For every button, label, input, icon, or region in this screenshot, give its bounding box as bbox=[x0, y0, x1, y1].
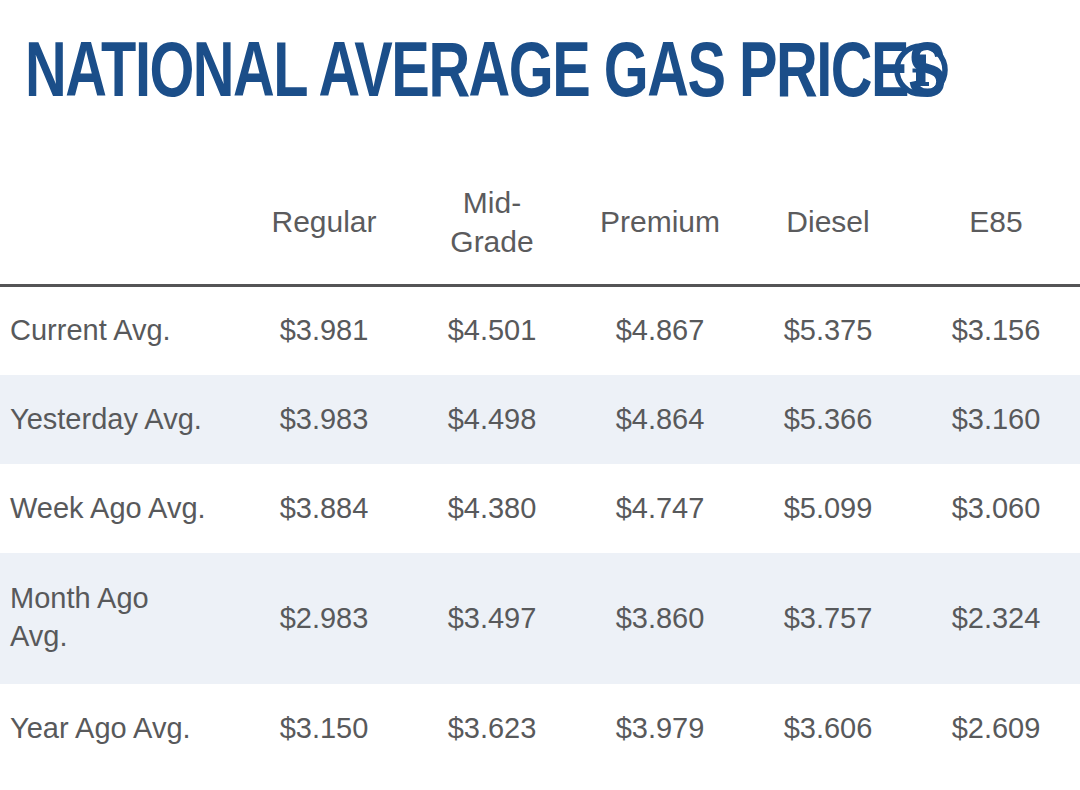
row-label: Month Ago Avg. bbox=[0, 553, 240, 684]
gas-price-value: $5.099 bbox=[744, 464, 912, 553]
column-header-midgrade: Mid-Grade bbox=[408, 160, 576, 286]
gas-price-value: $4.380 bbox=[408, 464, 576, 553]
gas-price-value: $3.757 bbox=[744, 553, 912, 684]
gas-price-value: $2.983 bbox=[240, 553, 408, 684]
gas-price-value: $5.366 bbox=[744, 375, 912, 464]
column-header-premium: Premium bbox=[576, 160, 744, 286]
gas-price-value: $3.860 bbox=[576, 553, 744, 684]
gas-prices-page: NATIONAL AVERAGE GAS PRICES Regular Mid-… bbox=[0, 0, 1080, 790]
column-header-regular: Regular bbox=[240, 160, 408, 286]
header-empty-cell bbox=[0, 160, 240, 286]
gas-price-value: $3.623 bbox=[408, 684, 576, 773]
gas-price-value: $3.979 bbox=[576, 684, 744, 773]
row-label: Year Ago Avg. bbox=[0, 684, 240, 773]
info-icon[interactable] bbox=[893, 42, 949, 98]
table-row-current-avg: Current Avg. $3.981 $4.501 $4.867 $5.375… bbox=[0, 286, 1080, 375]
gas-price-value: $3.981 bbox=[240, 286, 408, 375]
gas-price-value: $5.375 bbox=[744, 286, 912, 375]
gas-price-value: $3.160 bbox=[912, 375, 1080, 464]
table-row-year-ago-avg: Year Ago Avg. $3.150 $3.623 $3.979 $3.60… bbox=[0, 684, 1080, 773]
row-label: Current Avg. bbox=[0, 286, 240, 375]
page-title: NATIONAL AVERAGE GAS PRICES bbox=[25, 30, 945, 108]
row-label: Week Ago Avg. bbox=[0, 464, 240, 553]
gas-price-value: $3.983 bbox=[240, 375, 408, 464]
column-header-diesel: Diesel bbox=[744, 160, 912, 286]
info-icon-svg bbox=[893, 42, 949, 98]
gas-price-value: $4.867 bbox=[576, 286, 744, 375]
page-header: NATIONAL AVERAGE GAS PRICES bbox=[0, 0, 1080, 160]
table-header-row: Regular Mid-Grade Premium Diesel E85 bbox=[0, 160, 1080, 286]
gas-prices-table: Regular Mid-Grade Premium Diesel E85 Cur… bbox=[0, 160, 1080, 773]
gas-price-value: $3.606 bbox=[744, 684, 912, 773]
column-header-e85: E85 bbox=[912, 160, 1080, 286]
gas-price-value: $4.747 bbox=[576, 464, 744, 553]
gas-price-value: $3.884 bbox=[240, 464, 408, 553]
gas-price-value: $2.324 bbox=[912, 553, 1080, 684]
gas-price-value: $4.864 bbox=[576, 375, 744, 464]
gas-price-value: $3.497 bbox=[408, 553, 576, 684]
gas-price-value: $3.150 bbox=[240, 684, 408, 773]
table-row-week-ago-avg: Week Ago Avg. $3.884 $4.380 $4.747 $5.09… bbox=[0, 464, 1080, 553]
gas-price-value: $2.609 bbox=[912, 684, 1080, 773]
table-row-yesterday-avg: Yesterday Avg. $3.983 $4.498 $4.864 $5.3… bbox=[0, 375, 1080, 464]
gas-price-value: $3.060 bbox=[912, 464, 1080, 553]
row-label: Yesterday Avg. bbox=[0, 375, 240, 464]
gas-price-value: $4.501 bbox=[408, 286, 576, 375]
gas-price-value: $4.498 bbox=[408, 375, 576, 464]
table-row-month-ago-avg: Month Ago Avg. $2.983 $3.497 $3.860 $3.7… bbox=[0, 553, 1080, 684]
gas-price-value: $3.156 bbox=[912, 286, 1080, 375]
